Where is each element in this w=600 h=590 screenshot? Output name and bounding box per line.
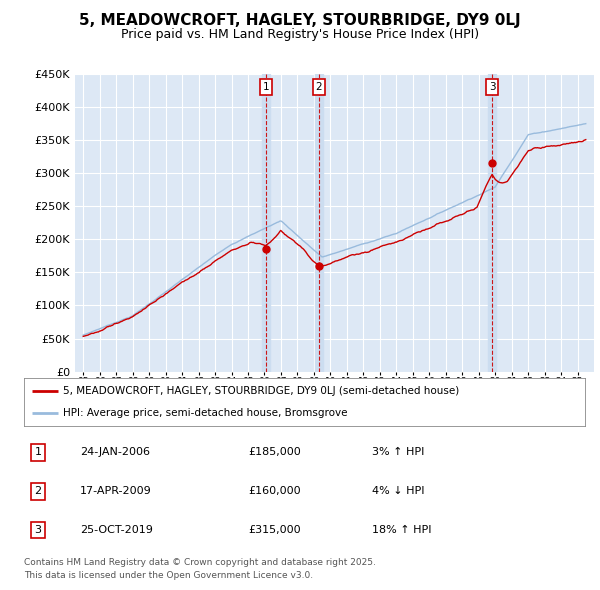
Bar <box>262 74 270 372</box>
Text: 24-JAN-2006: 24-JAN-2006 <box>80 447 150 457</box>
Text: Contains HM Land Registry data © Crown copyright and database right 2025.: Contains HM Land Registry data © Crown c… <box>24 558 376 566</box>
Text: 2: 2 <box>34 486 41 496</box>
Bar <box>488 74 496 372</box>
Text: £185,000: £185,000 <box>248 447 301 457</box>
Text: 17-APR-2009: 17-APR-2009 <box>80 486 152 496</box>
Text: Price paid vs. HM Land Registry's House Price Index (HPI): Price paid vs. HM Land Registry's House … <box>121 28 479 41</box>
Text: 5, MEADOWCROFT, HAGLEY, STOURBRIDGE, DY9 0LJ (semi-detached house): 5, MEADOWCROFT, HAGLEY, STOURBRIDGE, DY9… <box>63 386 460 396</box>
Bar <box>314 74 323 372</box>
Text: £315,000: £315,000 <box>248 525 301 535</box>
Text: 2: 2 <box>316 82 322 92</box>
Text: 5, MEADOWCROFT, HAGLEY, STOURBRIDGE, DY9 0LJ: 5, MEADOWCROFT, HAGLEY, STOURBRIDGE, DY9… <box>79 13 521 28</box>
Text: 1: 1 <box>35 447 41 457</box>
Text: 3% ↑ HPI: 3% ↑ HPI <box>372 447 424 457</box>
Text: This data is licensed under the Open Government Licence v3.0.: This data is licensed under the Open Gov… <box>24 571 313 580</box>
Text: HPI: Average price, semi-detached house, Bromsgrove: HPI: Average price, semi-detached house,… <box>63 408 348 418</box>
Text: £160,000: £160,000 <box>248 486 301 496</box>
Text: 3: 3 <box>489 82 496 92</box>
Text: 3: 3 <box>35 525 41 535</box>
Text: 18% ↑ HPI: 18% ↑ HPI <box>372 525 431 535</box>
Text: 25-OCT-2019: 25-OCT-2019 <box>80 525 153 535</box>
Text: 1: 1 <box>262 82 269 92</box>
Text: 4% ↓ HPI: 4% ↓ HPI <box>372 486 424 496</box>
